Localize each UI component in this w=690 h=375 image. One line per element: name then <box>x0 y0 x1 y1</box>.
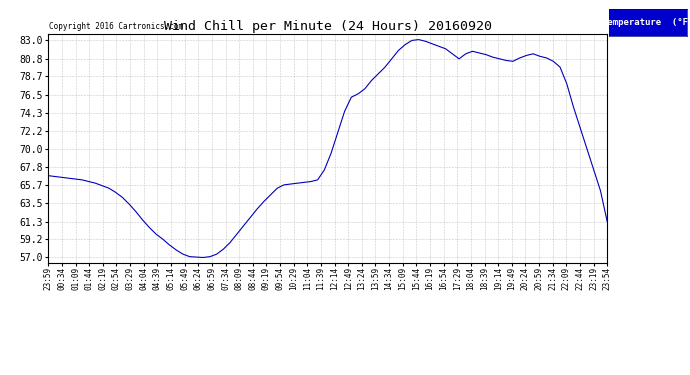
Title: Wind Chill per Minute (24 Hours) 20160920: Wind Chill per Minute (24 Hours) 2016092… <box>164 20 492 33</box>
Text: Temperature  (°F): Temperature (°F) <box>602 18 690 27</box>
Text: Copyright 2016 Cartronics.com: Copyright 2016 Cartronics.com <box>50 22 184 32</box>
